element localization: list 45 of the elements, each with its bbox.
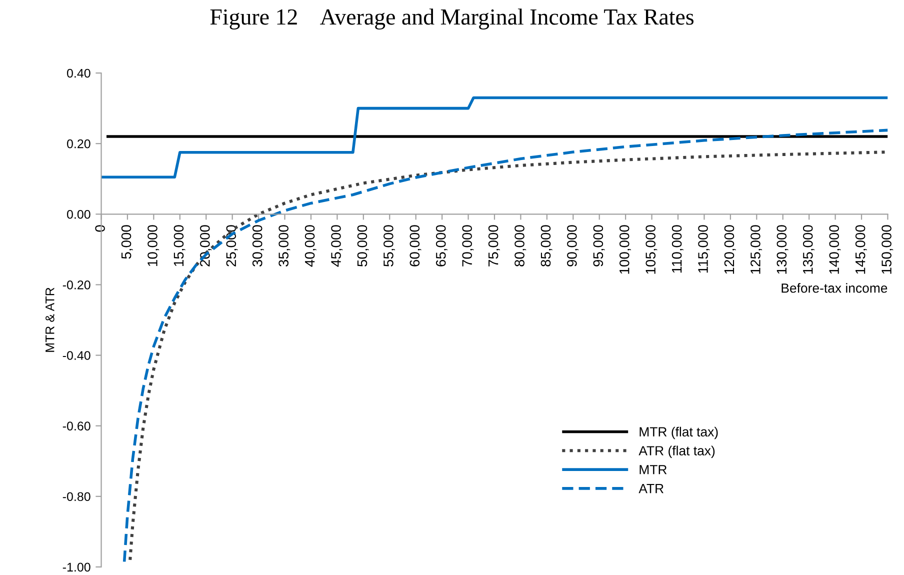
x-tick-label: 35,000 xyxy=(278,225,290,267)
legend-label: ATR (flat tax) xyxy=(638,446,715,458)
legend-label: MTR (flat tax) xyxy=(640,426,718,440)
x-tick-label: 40,000 xyxy=(304,225,316,267)
x-tick-label: 150,000 xyxy=(882,225,894,274)
y-tick-label: -0.60 xyxy=(62,422,90,430)
x-tick-label: 65,000 xyxy=(436,225,448,266)
y-tick-label: 0.40 xyxy=(66,68,90,78)
x-tick-label: 45,000 xyxy=(331,225,343,267)
x-tick-label: 5,000 xyxy=(121,225,133,259)
chart-title: Figure 12 Average and Marginal Income Tax Rates xyxy=(210,8,694,30)
x-axis-title: Before-tax income xyxy=(782,283,888,293)
x-tick-label: 145,000 xyxy=(855,225,867,274)
x-tick-label: 140,000 xyxy=(829,225,841,274)
x-tick-label: 105,000 xyxy=(646,225,658,274)
y-tick-label: -0.80 xyxy=(62,492,90,502)
x-tick-label: 15,000 xyxy=(174,225,186,266)
x-tick-label: 60,000 xyxy=(410,225,422,266)
legend-label: ATR xyxy=(638,484,664,494)
x-tick-label: 50,000 xyxy=(357,225,369,266)
x-tick-label: 85,000 xyxy=(540,225,552,266)
x-tick-label: 90,000 xyxy=(567,225,579,266)
x-tick-label: 95,000 xyxy=(593,225,605,266)
x-tick-label: 10,000 xyxy=(148,225,160,266)
x-tick-label: 120,000 xyxy=(724,225,736,274)
y-tick-label: 0.00 xyxy=(66,210,90,219)
y-tick-label: 0.20 xyxy=(66,139,90,148)
x-tick-label: 125,000 xyxy=(750,225,762,274)
y-tick-label: -0.20 xyxy=(62,280,90,290)
x-tick-label: 0 xyxy=(95,225,105,232)
x-tick-label: 55,000 xyxy=(384,225,395,266)
x-tick-label: 70,000 xyxy=(462,225,474,266)
y-tick-label: -1.00 xyxy=(62,562,90,572)
x-tick-label: 110,000 xyxy=(672,225,684,273)
y-axis-title: MTR & ATR xyxy=(46,288,54,352)
x-tick-label: 30,000 xyxy=(252,225,264,267)
x-tick-label: 75,000 xyxy=(488,225,500,266)
line-series xyxy=(101,96,888,178)
x-tick-label: 130,000 xyxy=(776,225,788,274)
x-tick-label: 80,000 xyxy=(514,225,526,266)
x-tick-label: 100,000 xyxy=(619,225,631,274)
y-tick-label: -0.40 xyxy=(62,351,90,360)
legend-label: MTR xyxy=(640,465,667,474)
x-tick-label: 115,000 xyxy=(698,225,710,273)
x-tick-label: 135,000 xyxy=(802,225,814,274)
